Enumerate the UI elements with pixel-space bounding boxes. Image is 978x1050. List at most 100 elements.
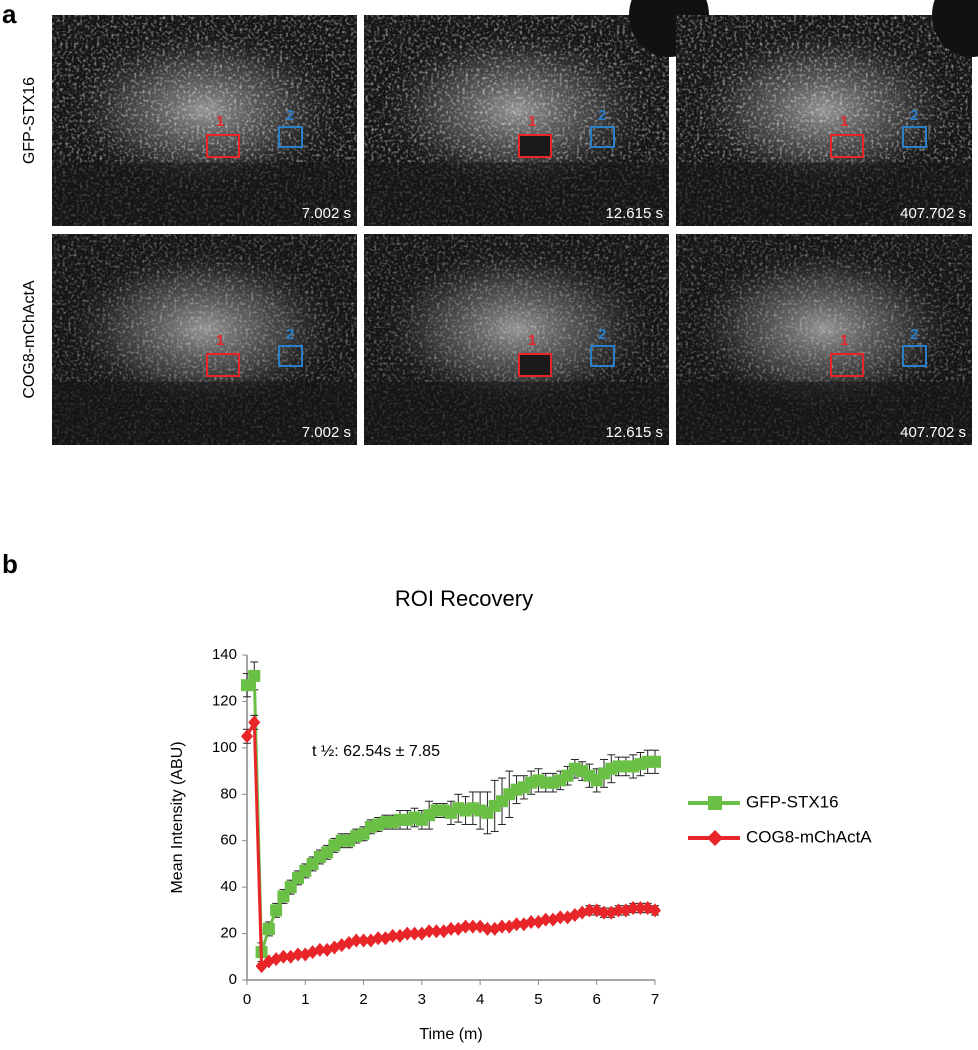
data-point (423, 924, 436, 939)
y-tick-label: 60 (220, 832, 237, 849)
timestamp: 7.002 s (302, 205, 351, 222)
timestamp: 12.615 s (605, 424, 663, 441)
data-point (248, 715, 261, 730)
data-point (445, 921, 457, 936)
data-point (510, 783, 523, 796)
fade (52, 381, 357, 445)
data-point (241, 729, 253, 744)
timestamp: 407.702 s (900, 205, 966, 222)
micrograph: 1 2 407.702 s (676, 234, 972, 445)
row-label: GFP-STX16 (21, 77, 38, 164)
data-point (401, 926, 414, 941)
x-tick-label: 0 (243, 991, 251, 1008)
roi-box (518, 134, 552, 158)
data-point (583, 903, 596, 918)
data-point (525, 914, 538, 929)
micrograph: 1 2 12.615 s (364, 234, 669, 445)
data-point (510, 917, 523, 932)
y-axis-label: Mean Intensity (ABU) (169, 741, 186, 893)
legend-label: GFP-STX16 (746, 792, 839, 811)
data-point (292, 947, 304, 962)
data-point (649, 755, 661, 768)
x-tick-label: 1 (301, 991, 309, 1008)
micrograph: 1 2 407.702 s (676, 0, 978, 226)
x-tick-label: 7 (651, 991, 659, 1008)
roi-label: 2 (286, 107, 294, 124)
roi-label: 1 (840, 113, 848, 130)
roi-label: 1 (528, 332, 536, 349)
data-point (649, 903, 661, 918)
roi-box (206, 353, 240, 377)
data-point (554, 910, 567, 925)
y-tick-label: 100 (212, 739, 237, 756)
roi-label: 2 (598, 107, 606, 124)
roi-box (590, 345, 615, 367)
data-point (357, 933, 370, 948)
data-point (277, 949, 290, 964)
data-point (284, 881, 297, 894)
data-point (627, 901, 640, 916)
x-tick-label: 2 (359, 991, 367, 1008)
roi-label: 2 (286, 326, 294, 343)
data-point (466, 919, 479, 934)
data-point (270, 904, 283, 917)
micrograph: 1 2 7.002 s (52, 15, 357, 226)
x-tick-label: 4 (476, 991, 484, 1008)
data-point (496, 919, 508, 934)
roi-label: 1 (840, 332, 848, 349)
panel-label: b (2, 549, 18, 579)
legend-marker (707, 830, 723, 846)
data-point (313, 942, 326, 957)
roi-box (518, 353, 552, 377)
y-tick-label: 140 (212, 646, 237, 663)
timestamp: 12.615 s (605, 205, 663, 222)
fade (364, 162, 669, 226)
roi-label: 2 (910, 107, 918, 124)
roi-box (830, 134, 864, 158)
data-point (248, 669, 261, 682)
roi-label: 2 (910, 326, 918, 343)
micrograph: 1 2 7.002 s (52, 234, 357, 445)
roi-box (830, 353, 864, 377)
data-point (350, 933, 363, 948)
data-point (459, 919, 472, 934)
timestamp: 407.702 s (900, 424, 966, 441)
legend-label: COG8-mChActA (746, 827, 872, 846)
data-point (634, 901, 647, 916)
fade (676, 162, 972, 226)
roi-box (590, 126, 615, 148)
data-point (408, 926, 421, 941)
data-point (430, 924, 443, 939)
data-point (386, 928, 399, 943)
y-tick-label: 40 (220, 878, 237, 895)
y-tick-label: 0 (229, 971, 237, 988)
roi-box (278, 345, 303, 367)
roi-box (206, 134, 240, 158)
data-point (277, 890, 290, 903)
y-tick-label: 120 (212, 692, 237, 709)
data-point (539, 912, 552, 927)
chart-title: ROI Recovery (395, 586, 533, 611)
x-axis-label: Time (m) (419, 1026, 482, 1043)
panel-label: a (2, 0, 17, 29)
data-point (481, 921, 494, 936)
roi-label: 1 (216, 332, 224, 349)
roi-box (902, 126, 927, 148)
y-tick-label: 20 (220, 925, 237, 942)
x-tick-label: 3 (418, 991, 426, 1008)
roi-label: 1 (528, 113, 536, 130)
fade (676, 381, 972, 445)
timestamp: 7.002 s (302, 424, 351, 441)
dark-corner (932, 0, 978, 57)
y-tick-label: 80 (220, 785, 237, 802)
roi-box (278, 126, 303, 148)
data-point (372, 931, 385, 946)
fade (364, 381, 669, 445)
roi-label: 2 (598, 326, 606, 343)
data-point (241, 679, 253, 692)
roi-label: 1 (216, 113, 224, 130)
legend-marker (708, 796, 722, 810)
annotation: t ½: 62.54s ± 7.85 (312, 743, 440, 760)
roi-box (902, 345, 927, 367)
